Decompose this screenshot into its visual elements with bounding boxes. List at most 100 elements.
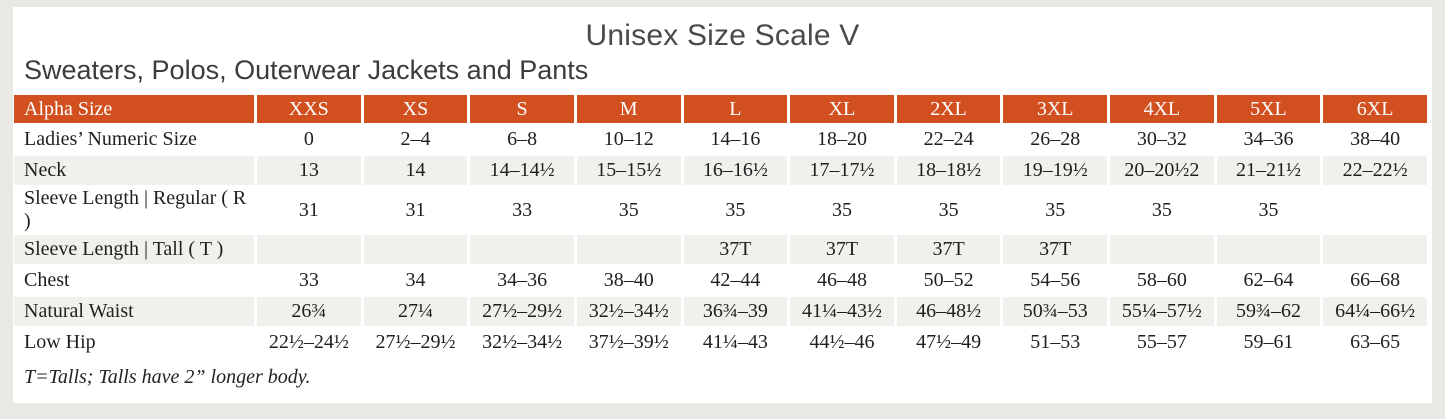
size-value-cell: 58–60 — [1110, 266, 1214, 295]
size-value-cell: 42–44 — [683, 266, 788, 295]
size-value-cell: 22–22½ — [1323, 156, 1427, 185]
table-row: Natural Waist 26¾ 27¼ 27½–29½ 32½–34½ 36¾–39 4… — [14, 297, 1427, 326]
size-value-cell: 34–36 — [1216, 125, 1321, 154]
size-value-cell: 33 — [470, 187, 574, 233]
size-value-cell: 20–20½2 — [1110, 156, 1214, 185]
size-value-cell: 36¾–39 — [683, 297, 788, 326]
header-cell-size-xl: XL — [790, 95, 894, 123]
table-row: Low Hip 22½–24½ 27½–29½ 32½–34½ 37½–39½ 41¼–4… — [14, 328, 1427, 357]
header-cell-size-5xl: 5XL — [1216, 95, 1321, 123]
size-value-cell: 6–8 — [470, 125, 574, 154]
header-cell-size-xxs: XXS — [257, 95, 361, 123]
size-value-cell — [257, 235, 361, 264]
size-value-cell — [1216, 235, 1321, 264]
size-value-cell: 2–4 — [363, 125, 468, 154]
size-value-cell: 35 — [1110, 187, 1214, 233]
page-subtitle: Sweaters, Polos, Outerwear Jackets and P… — [24, 55, 589, 85]
size-value-cell: 38–40 — [1323, 125, 1427, 154]
size-value-cell: 31 — [257, 187, 361, 233]
row-label: Low Hip — [14, 328, 254, 357]
size-chart-head: Alpha Size XXS XS S M L XL 2XL 3XL 4XL 5XL 6XL — [14, 95, 1427, 123]
size-value-cell: 30–32 — [1110, 125, 1214, 154]
size-value-cell: 14–16 — [683, 125, 788, 154]
size-value-cell: 37T — [790, 235, 894, 264]
size-value-cell: 16–16½ — [683, 156, 788, 185]
size-value-cell: 18–18½ — [896, 156, 1001, 185]
header-cell-alpha-size: Alpha Size — [14, 95, 254, 123]
page-title: Unisex Size Scale V — [585, 19, 860, 52]
header-cell-size-m: M — [576, 95, 681, 123]
size-value-cell: 0 — [257, 125, 361, 154]
size-value-cell: 50–52 — [896, 266, 1001, 295]
size-value-cell: 13 — [257, 156, 361, 185]
size-value-cell: 44½–46 — [790, 328, 894, 357]
size-value-cell: 27½–29½ — [363, 328, 468, 357]
header-cell-size-3xl: 3XL — [1003, 95, 1107, 123]
size-value-cell — [1323, 187, 1427, 233]
size-value-cell: 66–68 — [1323, 266, 1427, 295]
size-value-cell: 26¾ — [257, 297, 361, 326]
size-chart-body: Ladies’ Numeric Size 0 2–4 6–8 10–12 14–16 18–… — [14, 125, 1427, 357]
size-value-cell: 62–64 — [1216, 266, 1321, 295]
size-value-cell: 63–65 — [1323, 328, 1427, 357]
size-value-cell: 19–19½ — [1003, 156, 1107, 185]
size-value-cell — [1323, 235, 1427, 264]
size-value-cell: 32½–34½ — [576, 297, 681, 326]
size-value-cell: 21–21½ — [1216, 156, 1321, 185]
size-value-cell — [470, 235, 574, 264]
header-cell-size-6xl: 6XL — [1323, 95, 1427, 123]
size-value-cell: 33 — [257, 266, 361, 295]
size-value-cell: 32½–34½ — [470, 328, 574, 357]
size-value-cell: 35 — [683, 187, 788, 233]
size-value-cell: 50¾–53 — [1003, 297, 1107, 326]
size-chart-head-row: Alpha Size XXS XS S M L XL 2XL 3XL 4XL 5XL 6XL — [14, 95, 1427, 123]
size-value-cell: 27¼ — [363, 297, 468, 326]
table-row: Ladies’ Numeric Size 0 2–4 6–8 10–12 14–16 18–… — [14, 125, 1427, 154]
size-value-cell: 54–56 — [1003, 266, 1107, 295]
size-value-cell: 46–48½ — [896, 297, 1001, 326]
size-value-cell: 55¼–57½ — [1110, 297, 1214, 326]
size-value-cell: 35 — [1003, 187, 1107, 233]
row-label: Chest — [14, 266, 254, 295]
size-value-cell: 51–53 — [1003, 328, 1107, 357]
size-value-cell: 37½–39½ — [576, 328, 681, 357]
size-value-cell: 35 — [1216, 187, 1321, 233]
row-label: Neck — [14, 156, 254, 185]
table-row: Chest 33 34 34–36 38–40 42–44 46–48 50–52 54–56 5… — [14, 266, 1427, 295]
size-value-cell: 38–40 — [576, 266, 681, 295]
size-value-cell: 37T — [896, 235, 1001, 264]
header-cell-size-s: S — [470, 95, 574, 123]
size-value-cell: 18–20 — [790, 125, 894, 154]
size-value-cell: 15–15½ — [576, 156, 681, 185]
size-value-cell: 35 — [896, 187, 1001, 233]
size-value-cell: 64¼–66½ — [1323, 297, 1427, 326]
size-value-cell: 35 — [576, 187, 681, 233]
size-value-cell: 14 — [363, 156, 468, 185]
header-cell-size-4xl: 4XL — [1110, 95, 1214, 123]
size-value-cell: 41¼–43½ — [790, 297, 894, 326]
size-value-cell: 47½–49 — [896, 328, 1001, 357]
header-cell-size-xs: XS — [363, 95, 468, 123]
row-label: Sleeve Length | Regular ( R ) — [14, 187, 254, 233]
size-value-cell: 34 — [363, 266, 468, 295]
row-label: Ladies’ Numeric Size — [14, 125, 254, 154]
row-label: Natural Waist — [14, 297, 254, 326]
size-chart-table: Alpha Size XXS XS S M L XL 2XL 3XL 4XL 5XL 6XL Ladi… — [11, 93, 1430, 359]
size-value-cell: 31 — [363, 187, 468, 233]
header-cell-size-l: L — [683, 95, 788, 123]
size-value-cell — [363, 235, 468, 264]
table-row: Sleeve Length | Tall ( T ) 37T 37T 37T 37T — [14, 235, 1427, 264]
table-row: Neck 13 14 14–14½ 15–15½ 16–16½ 17–17½ 18–18½ 19… — [14, 156, 1427, 185]
size-value-cell: 41¼–43 — [683, 328, 788, 357]
size-value-cell — [1110, 235, 1214, 264]
size-value-cell: 59–61 — [1216, 328, 1321, 357]
size-value-cell: 26–28 — [1003, 125, 1107, 154]
talls-footnote: T=Talls; Talls have 2” longer body. — [24, 366, 311, 388]
size-value-cell — [576, 235, 681, 264]
size-value-cell: 17–17½ — [790, 156, 894, 185]
size-value-cell: 10–12 — [576, 125, 681, 154]
size-value-cell: 34–36 — [470, 266, 574, 295]
row-label: Sleeve Length | Tall ( T ) — [14, 235, 254, 264]
table-row: Sleeve Length | Regular ( R ) 31 31 33 35 35 3… — [14, 187, 1427, 233]
size-value-cell: 22–24 — [896, 125, 1001, 154]
